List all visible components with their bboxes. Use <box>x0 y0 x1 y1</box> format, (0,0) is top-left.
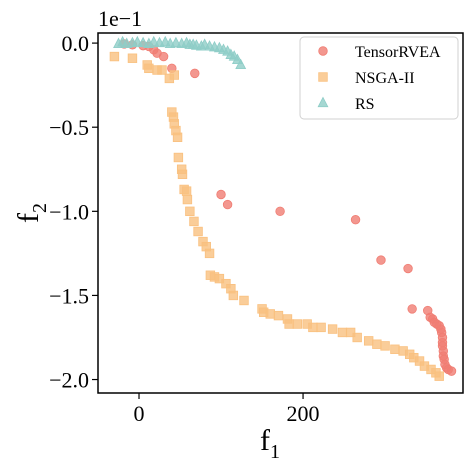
y-offset-label: 1e−1 <box>98 6 142 31</box>
series-nsga-ii <box>109 51 444 381</box>
legend-item: NSGA-II <box>318 70 415 87</box>
data-point <box>273 310 284 321</box>
data-point <box>350 215 361 225</box>
data-point <box>380 341 390 351</box>
data-point <box>144 63 154 74</box>
data-point <box>414 356 425 366</box>
x-tick-label: 200 <box>287 401 320 426</box>
data-point <box>189 216 199 227</box>
series-rs <box>113 35 247 70</box>
data-point <box>185 206 195 217</box>
data-point <box>316 322 326 333</box>
data-point <box>169 70 179 80</box>
data-point <box>214 273 225 284</box>
data-point <box>235 58 247 70</box>
data-point <box>173 152 184 163</box>
legend-label: TensorRVEA <box>355 44 441 61</box>
data-point <box>222 199 233 210</box>
data-point <box>172 132 183 142</box>
data-point <box>327 324 338 334</box>
data-point <box>308 322 318 333</box>
data-points <box>109 35 457 381</box>
data-point <box>216 189 226 200</box>
legend-marker <box>318 46 328 56</box>
data-point <box>239 295 249 306</box>
x-tick-label: 0 <box>134 401 145 426</box>
legend-marker <box>318 72 328 82</box>
data-point <box>376 255 386 265</box>
data-point <box>292 319 303 329</box>
legend-label: RS <box>355 96 375 113</box>
data-point <box>284 319 294 329</box>
data-point <box>221 278 231 289</box>
data-point <box>390 344 400 354</box>
data-point <box>434 371 444 381</box>
data-point <box>182 194 193 205</box>
data-point <box>228 290 239 301</box>
legend-label: NSGA-II <box>355 70 415 87</box>
data-point <box>352 332 362 343</box>
y-tick-label: −2.0 <box>49 368 89 393</box>
y-tick-label: −0.5 <box>49 115 89 140</box>
data-point <box>193 226 203 237</box>
data-point <box>403 263 413 274</box>
data-point <box>157 65 167 75</box>
legend-item: TensorRVEA <box>318 44 441 61</box>
data-point <box>204 248 215 259</box>
data-point <box>127 53 138 63</box>
data-point <box>446 366 457 376</box>
data-point <box>265 309 275 319</box>
data-point <box>181 186 192 196</box>
y-tick-label: 0.0 <box>62 31 90 56</box>
data-point <box>345 327 356 338</box>
data-point <box>275 206 285 217</box>
legend-item: RS <box>317 96 375 113</box>
data-point <box>190 68 200 79</box>
data-point <box>407 304 417 314</box>
legend-box <box>299 36 459 120</box>
data-point <box>337 327 348 338</box>
y-axis-label: f2 <box>12 203 51 223</box>
data-point <box>372 339 382 349</box>
data-point <box>363 336 374 346</box>
axis-ticks: 0 200 0.0 −0.5 −1.0 −1.5 −2.0 <box>49 31 319 426</box>
data-point <box>177 169 188 180</box>
data-point <box>158 51 169 62</box>
legend: TensorRVEA NSGA-II RS <box>299 36 459 120</box>
y-tick-label: −1.0 <box>49 199 89 224</box>
legend-marker <box>317 96 329 108</box>
x-axis-label: f1 <box>260 424 280 463</box>
data-point <box>109 51 120 62</box>
y-tick-label: −1.5 <box>49 283 89 308</box>
plot-frame <box>97 32 464 394</box>
